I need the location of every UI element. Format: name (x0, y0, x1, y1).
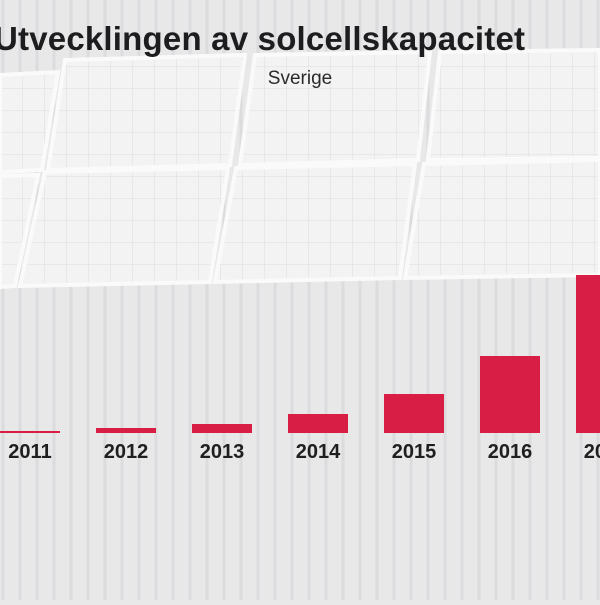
solar-panels (0, 47, 600, 290)
bar-2017 (576, 275, 600, 433)
bar-2016 (480, 356, 540, 433)
chart-subtitle: Sverige (267, 68, 333, 89)
x-tick-label-2012: 2012 (104, 441, 149, 463)
bar-2014 (288, 414, 348, 433)
bars-group (0, 275, 600, 433)
x-tick-label-2014: 2014 (296, 441, 341, 463)
x-tick-label-2017: 2017 (584, 441, 600, 463)
x-tick-label-2011: 2011 (8, 441, 51, 463)
bar-2015 (384, 394, 444, 433)
x-tick-label-2015: 2015 (392, 441, 437, 463)
x-tick-label-2013: 2013 (200, 441, 245, 463)
x-tick-labels: 2011 2012 2013 2014 2015 2016 2017 (8, 441, 600, 463)
bar-2012 (96, 428, 156, 433)
x-tick-label-2016: 2016 (488, 441, 533, 463)
chart-title: Utvecklingen av solcellskapacitet (0, 20, 526, 57)
bar-2013 (192, 424, 252, 433)
bar-2011 (0, 431, 60, 433)
